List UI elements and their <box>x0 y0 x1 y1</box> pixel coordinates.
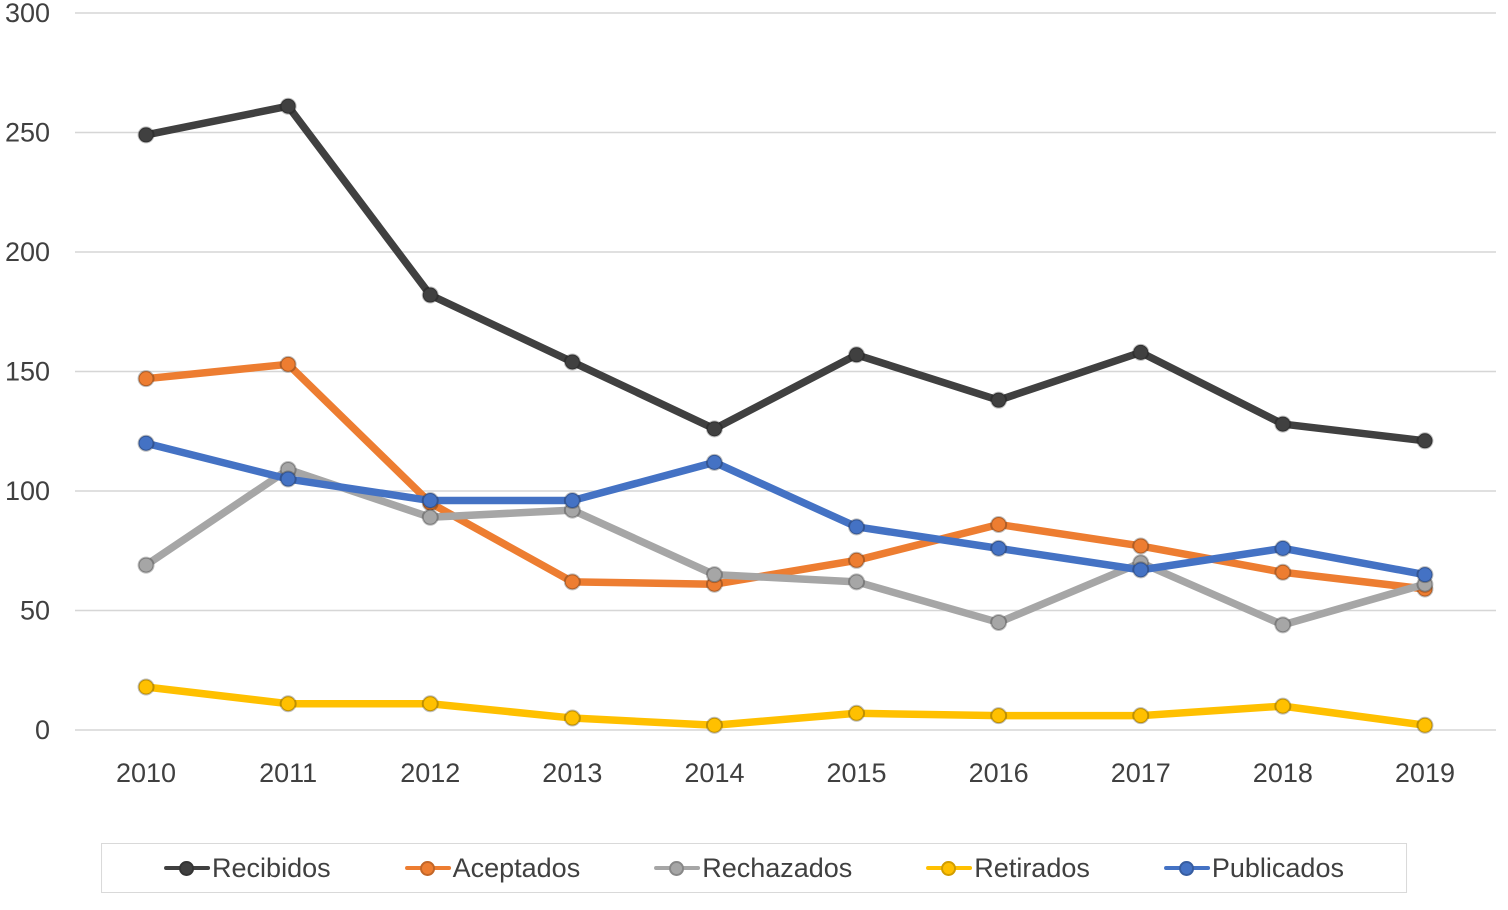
legend-marker-icon <box>926 860 973 876</box>
data-point-aceptados <box>563 573 581 591</box>
data-point-retirados <box>1416 716 1434 734</box>
data-point-aceptados <box>1274 563 1292 581</box>
y-axis-tick-label: 50 <box>20 596 50 626</box>
legend-item-retirados: Retirados <box>926 853 1090 884</box>
data-point-retirados <box>1274 697 1292 715</box>
data-point-recibidos <box>137 126 155 144</box>
data-point-recibidos <box>705 420 723 438</box>
data-point-aceptados <box>137 370 155 388</box>
data-point-rechazados <box>137 556 155 574</box>
data-point-recibidos <box>421 286 439 304</box>
data-point-publicados <box>1274 539 1292 557</box>
series-line-publicados <box>142 439 1429 579</box>
chart-legend: Recibidos Aceptados Rechazados Retirados Pub… <box>101 843 1407 893</box>
x-axis-tick-label: 2015 <box>827 758 887 788</box>
legend-marker-icon <box>164 860 211 876</box>
y-axis-tick-label: 200 <box>5 237 50 267</box>
data-point-rechazados <box>848 573 866 591</box>
legend-label: Recibidos <box>212 852 331 883</box>
legend-marker-icon <box>1163 860 1210 876</box>
data-point-rechazados <box>1274 616 1292 634</box>
data-point-aceptados <box>279 355 297 373</box>
x-axis-tick-label: 2011 <box>259 758 317 788</box>
data-point-rechazados <box>705 566 723 584</box>
data-point-retirados <box>279 695 297 713</box>
legend-label: Retirados <box>974 852 1090 883</box>
data-point-retirados <box>990 707 1008 725</box>
data-point-retirados <box>563 709 581 727</box>
data-point-aceptados <box>990 515 1008 533</box>
y-axis-tick-label: 300 <box>5 0 50 28</box>
series-line-retirados <box>142 683 1429 729</box>
y-axis-tick-label: 100 <box>5 476 50 506</box>
y-axis-tick-label: 0 <box>35 715 50 745</box>
legend-item-aceptados: Aceptados <box>404 852 581 884</box>
data-point-retirados <box>848 704 866 722</box>
data-point-recibidos <box>990 391 1008 409</box>
data-point-retirados <box>1132 707 1150 725</box>
legend-item-rechazados: Rechazados <box>654 853 852 884</box>
legend-item-recibidos: Recibidos <box>164 853 331 884</box>
data-point-publicados <box>848 518 866 536</box>
y-axis-tick-label: 250 <box>5 118 50 148</box>
x-axis-tick-label: 2017 <box>1111 758 1171 788</box>
x-axis-tick-label: 2016 <box>969 758 1029 788</box>
legend-label: Aceptados <box>452 852 581 883</box>
data-point-retirados <box>705 716 723 734</box>
x-axis-tick-label: 2010 <box>116 758 176 788</box>
data-point-aceptados <box>848 551 866 569</box>
data-point-publicados <box>1416 566 1434 584</box>
legend-label: Rechazados <box>702 852 853 883</box>
data-point-publicados <box>421 492 439 510</box>
data-point-retirados <box>421 695 439 713</box>
x-axis-tick-label: 2019 <box>1395 758 1455 788</box>
data-point-retirados <box>137 678 155 696</box>
data-point-publicados <box>279 470 297 488</box>
y-axis-tick-label: 150 <box>5 357 50 387</box>
legend-marker-icon <box>404 860 451 876</box>
legend-item-publicados: Publicados <box>1163 852 1344 884</box>
data-point-publicados <box>990 539 1008 557</box>
x-axis-tick-label: 2012 <box>400 758 460 788</box>
x-axis-tick-label: 2014 <box>684 758 744 788</box>
data-point-publicados <box>705 453 723 471</box>
legend-label: Publicados <box>1211 852 1344 883</box>
data-point-recibidos <box>848 346 866 364</box>
x-axis-tick-label: 2013 <box>542 758 602 788</box>
series-line-recibidos <box>142 102 1429 445</box>
legend-marker-icon <box>654 860 701 876</box>
data-point-rechazados <box>421 508 439 526</box>
data-point-recibidos <box>279 97 297 115</box>
data-point-recibidos <box>1274 415 1292 433</box>
data-point-recibidos <box>1132 343 1150 361</box>
data-point-publicados <box>563 492 581 510</box>
data-point-publicados <box>137 434 155 452</box>
x-axis-tick-label: 2018 <box>1253 758 1313 788</box>
data-point-recibidos <box>563 353 581 371</box>
data-point-recibidos <box>1416 432 1434 450</box>
data-point-publicados <box>1132 561 1150 579</box>
data-point-rechazados <box>990 613 1008 631</box>
data-point-aceptados <box>1132 537 1150 555</box>
